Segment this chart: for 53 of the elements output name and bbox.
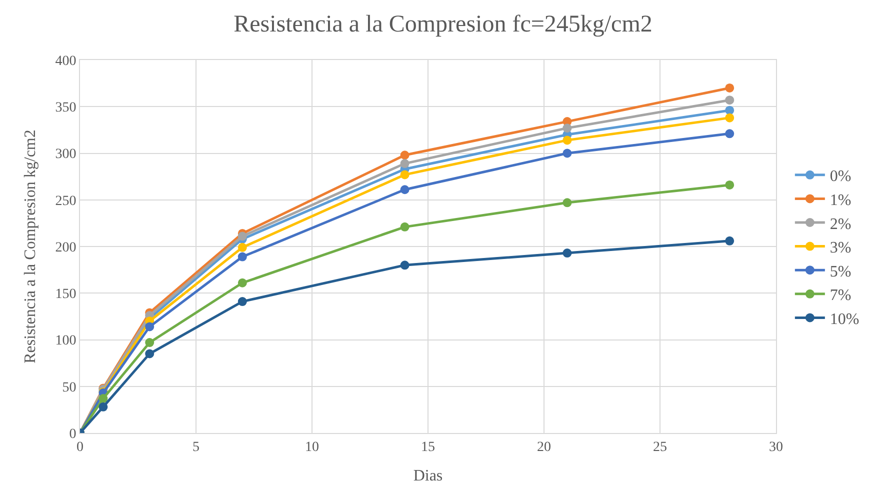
x-tick-label: 5 <box>192 440 200 455</box>
point <box>400 260 410 270</box>
legend-label: 5% <box>830 263 852 280</box>
point <box>400 185 410 194</box>
point <box>238 252 247 262</box>
x-axis-title: Dias <box>413 468 443 484</box>
point <box>98 394 108 403</box>
point <box>725 129 734 138</box>
point <box>562 248 572 258</box>
y-tick-label: 150 <box>55 287 76 302</box>
y-tick-label: 400 <box>55 54 76 69</box>
point <box>145 322 154 332</box>
point <box>725 180 734 190</box>
point <box>725 113 734 122</box>
x-tick-label: 20 <box>537 440 551 455</box>
point <box>725 236 734 246</box>
point <box>145 338 154 348</box>
legend-label: 10% <box>830 310 860 328</box>
point <box>400 222 410 232</box>
point <box>98 402 108 412</box>
point <box>725 106 734 115</box>
point <box>562 124 572 133</box>
point <box>400 159 410 168</box>
point <box>725 96 734 105</box>
y-tick-label: 200 <box>55 240 76 256</box>
y-tick-label: 50 <box>62 380 76 396</box>
x-tick-label: 15 <box>421 440 435 455</box>
legend-label: 1% <box>830 192 852 209</box>
point <box>400 170 410 180</box>
point <box>562 198 572 208</box>
legend-label: 7% <box>830 287 852 304</box>
point <box>725 83 734 92</box>
point <box>238 297 247 306</box>
point <box>562 148 572 158</box>
legend-label: 0% <box>830 168 852 186</box>
y-axis-title: Resistencia a la Compresion kg/cm2 <box>22 130 40 364</box>
point <box>238 232 247 241</box>
y-tick-label: 250 <box>55 194 76 209</box>
legend-label: 3% <box>830 240 852 257</box>
legend-label: 2% <box>830 216 852 233</box>
y-tick-label: 350 <box>55 100 76 116</box>
x-tick-label: 10 <box>305 440 319 455</box>
point <box>238 242 247 252</box>
point <box>562 136 572 145</box>
point <box>238 278 247 288</box>
x-tick-label: 30 <box>769 440 783 455</box>
y-tick-label: 300 <box>55 147 76 162</box>
y-tick-label: 0 <box>69 426 76 442</box>
point <box>400 150 410 160</box>
x-tick-label: 25 <box>653 440 667 455</box>
y-tick-label: 100 <box>55 334 76 349</box>
point <box>145 349 154 358</box>
chart-title: Resistencia a la Compresion fc=245kg/cm2 <box>234 12 652 38</box>
